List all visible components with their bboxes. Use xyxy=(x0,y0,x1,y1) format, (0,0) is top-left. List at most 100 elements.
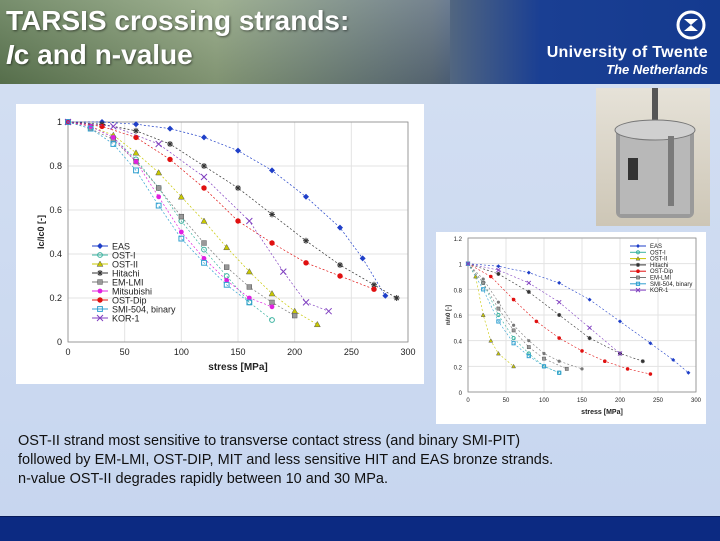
y-axis-label: n/n0 [-] xyxy=(446,305,452,325)
data-point-em-lmi xyxy=(201,240,207,246)
sample-holder-photo xyxy=(596,88,710,226)
data-point-ost-ii xyxy=(313,320,321,328)
data-point-ost-ii xyxy=(245,268,253,275)
chart-n-svg: 0 0.2 0.4 0.6 0.8 1 1.2 0 50 100 150 200 250 300 stres… xyxy=(446,237,702,416)
data-point-ost-ii xyxy=(480,312,486,317)
data-point-smi-504-binary xyxy=(541,364,547,369)
data-point-smi-504-binary xyxy=(201,259,207,266)
data-point-hitachi xyxy=(496,271,501,276)
x-axis-label: stress [MPa] xyxy=(581,409,623,416)
data-point-eas xyxy=(167,125,173,132)
data-point-ost-ii xyxy=(488,338,494,343)
data-point-em-lmi-2- xyxy=(481,277,485,281)
data-point-eas xyxy=(496,264,501,269)
y-tick-label: 0 xyxy=(57,337,62,347)
legend-marker xyxy=(97,279,103,285)
data-point-mitsubishi xyxy=(201,256,207,261)
slide-footer-bar xyxy=(0,516,720,541)
y-tick-label: 0.2 xyxy=(49,293,62,303)
data-point-eas xyxy=(557,280,562,285)
legend-entry-label: OST-II xyxy=(112,260,138,270)
data-point-ost-dip xyxy=(580,349,584,353)
series-line-kor-1 xyxy=(67,121,329,312)
data-point-ost-dip xyxy=(625,367,630,371)
data-point-ost-dip xyxy=(235,218,241,224)
data-point-ost-i xyxy=(511,336,516,341)
series-line-em-lmi-2- xyxy=(467,263,583,370)
title-rest: c and n-value xyxy=(13,39,193,70)
data-point-hitachi xyxy=(393,295,400,301)
data-point-mitsubishi xyxy=(133,159,139,164)
slide-body-text: OST-II strand most sensitive to transver… xyxy=(18,432,708,489)
y-tick-label: 0.6 xyxy=(49,205,62,215)
x-tick-label: 50 xyxy=(120,347,130,357)
data-point-em-lmi-2- xyxy=(557,359,561,363)
data-point-eas xyxy=(337,224,343,231)
series-line-ost-ii xyxy=(67,121,318,325)
x-tick-label: 200 xyxy=(287,347,302,357)
legend-entry-label: OST-Dip xyxy=(112,296,147,306)
university-logo-icon xyxy=(676,10,706,40)
data-point-ost-i xyxy=(246,299,253,306)
legend-marker xyxy=(636,269,640,273)
legend-entry-label: SMI-504, binary xyxy=(112,305,176,315)
series-line-mitsubishi xyxy=(67,121,273,308)
data-point-ost-ii xyxy=(473,273,479,279)
slide-title: TARSIS crossing strands: Ic and n-value xyxy=(6,4,349,72)
legend-marker xyxy=(636,262,640,267)
legend-entry-label: Hitachi xyxy=(112,269,140,279)
x-axis-label: stress [MPa] xyxy=(208,362,267,373)
y-tick-label: 0 xyxy=(459,391,463,397)
series-line-em-lmi xyxy=(67,121,295,316)
data-point-mitsubishi xyxy=(178,229,184,235)
data-point-em-lmi-2- xyxy=(542,351,546,356)
data-point-ost-dip xyxy=(511,297,516,302)
data-point-kor-1 xyxy=(587,325,592,331)
data-point-smi-504-binary xyxy=(496,319,501,324)
data-point-eas xyxy=(359,255,366,262)
data-point-eas xyxy=(133,121,139,128)
data-point-eas xyxy=(686,370,691,375)
body-line-3: n-value OST-II degrades rapidly between … xyxy=(18,471,388,487)
data-point-mitsubishi xyxy=(110,135,116,140)
x-tick-label: 50 xyxy=(503,398,510,404)
data-point-mitsubishi xyxy=(156,194,162,200)
y-tick-label: 0.2 xyxy=(454,365,463,371)
legend-marker xyxy=(635,287,641,293)
data-point-eas xyxy=(201,134,207,141)
data-point-eas xyxy=(618,319,622,324)
series-line-ost-dip xyxy=(67,121,375,290)
data-point-eas xyxy=(671,357,676,362)
data-point-em-lmi xyxy=(564,367,569,371)
sample-holder-drawing xyxy=(614,88,696,218)
legend-marker xyxy=(97,288,103,294)
data-point-hitachi xyxy=(587,336,592,341)
data-point-hitachi xyxy=(371,281,377,288)
data-point-smi-504-binary xyxy=(557,370,562,375)
data-point-ost-ii xyxy=(177,193,185,200)
data-point-hitachi xyxy=(201,163,207,169)
legend-entry-label: KOR-1 xyxy=(112,314,140,324)
body-line-1: OST-II strand most sensitive to transver… xyxy=(18,433,521,449)
data-point-em-lmi xyxy=(246,284,252,290)
data-point-ost-ii xyxy=(132,149,140,156)
chart-ic-svg: 0 0.2 0.4 0.6 0.8 1 0 50 100 150 200 250 300 stress [… xyxy=(36,117,416,373)
data-point-em-lmi xyxy=(511,328,516,333)
data-point-em-lmi xyxy=(292,312,298,319)
legend-marker xyxy=(635,256,641,261)
data-point-kor-1 xyxy=(617,351,623,356)
legend-marker xyxy=(635,250,641,255)
data-point-kor-1 xyxy=(155,140,163,148)
data-point-eas xyxy=(235,147,241,154)
y-tick-label: 1.2 xyxy=(454,237,463,243)
legend-marker xyxy=(96,314,104,322)
data-point-ost-ii xyxy=(223,243,231,251)
logo-line-1: University of Twente xyxy=(546,44,708,61)
data-point-ost-dip xyxy=(603,359,607,363)
data-point-eas xyxy=(587,297,592,302)
slide-header: TARSIS crossing strands: Ic and n-value … xyxy=(0,0,720,84)
campus-photo xyxy=(0,0,450,84)
x-tick-label: 0 xyxy=(65,347,70,357)
data-point-ost-dip xyxy=(167,156,173,163)
y-axis-label: Ic/Ic0 [-] xyxy=(36,215,46,249)
